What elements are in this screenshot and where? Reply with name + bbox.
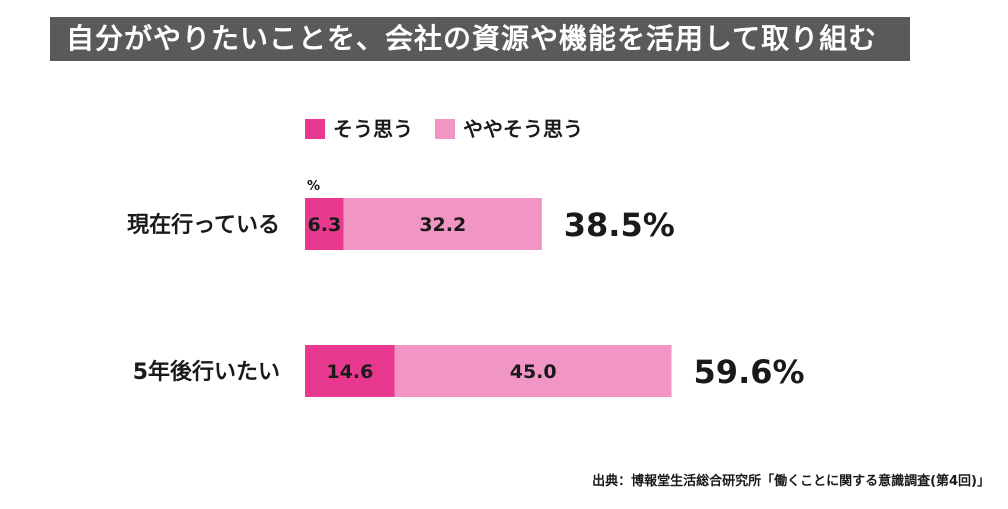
chart-title: 自分がやりたいことを、会社の資源や機能を活用して取り組む xyxy=(66,22,878,55)
total-label-1: 38.5% xyxy=(564,206,675,244)
bar-2-series-1 xyxy=(305,345,395,397)
legend-swatch-1 xyxy=(305,119,325,139)
legend-swatch-2 xyxy=(435,119,455,139)
source-note: 出典：博報堂生活総合研究所「働くことに関する意識調査(第4回)」 xyxy=(592,474,990,489)
data-label-2-series-1: 14.6 xyxy=(326,361,373,383)
chart-title-bar: 自分がやりたいことを、会社の資源や機能を活用して取り組む xyxy=(50,17,910,61)
stacked-bar-chart: そう思う ややそう思う% 現在行っている 6.3 32.2 38.5% 5年後行いたい 14.… xyxy=(127,117,805,397)
data-label-1-series-2: 32.2 xyxy=(419,214,466,236)
data-label-2-series-2: 45.0 xyxy=(510,361,557,383)
bar-1-series-1 xyxy=(305,198,344,250)
legend-label-2: ややそう思う xyxy=(463,117,583,141)
bar-2-series-2 xyxy=(394,345,672,397)
bar-1-series-2 xyxy=(343,198,542,250)
unit-label: % xyxy=(307,179,320,194)
legend-label-1: そう思う xyxy=(333,117,413,141)
total-label-2: 59.6% xyxy=(694,353,805,391)
category-label-1: 現在行っている xyxy=(127,212,280,238)
data-label-1-series-1: 6.3 xyxy=(308,214,342,236)
category-label-2: 5年後行いたい xyxy=(133,359,280,385)
